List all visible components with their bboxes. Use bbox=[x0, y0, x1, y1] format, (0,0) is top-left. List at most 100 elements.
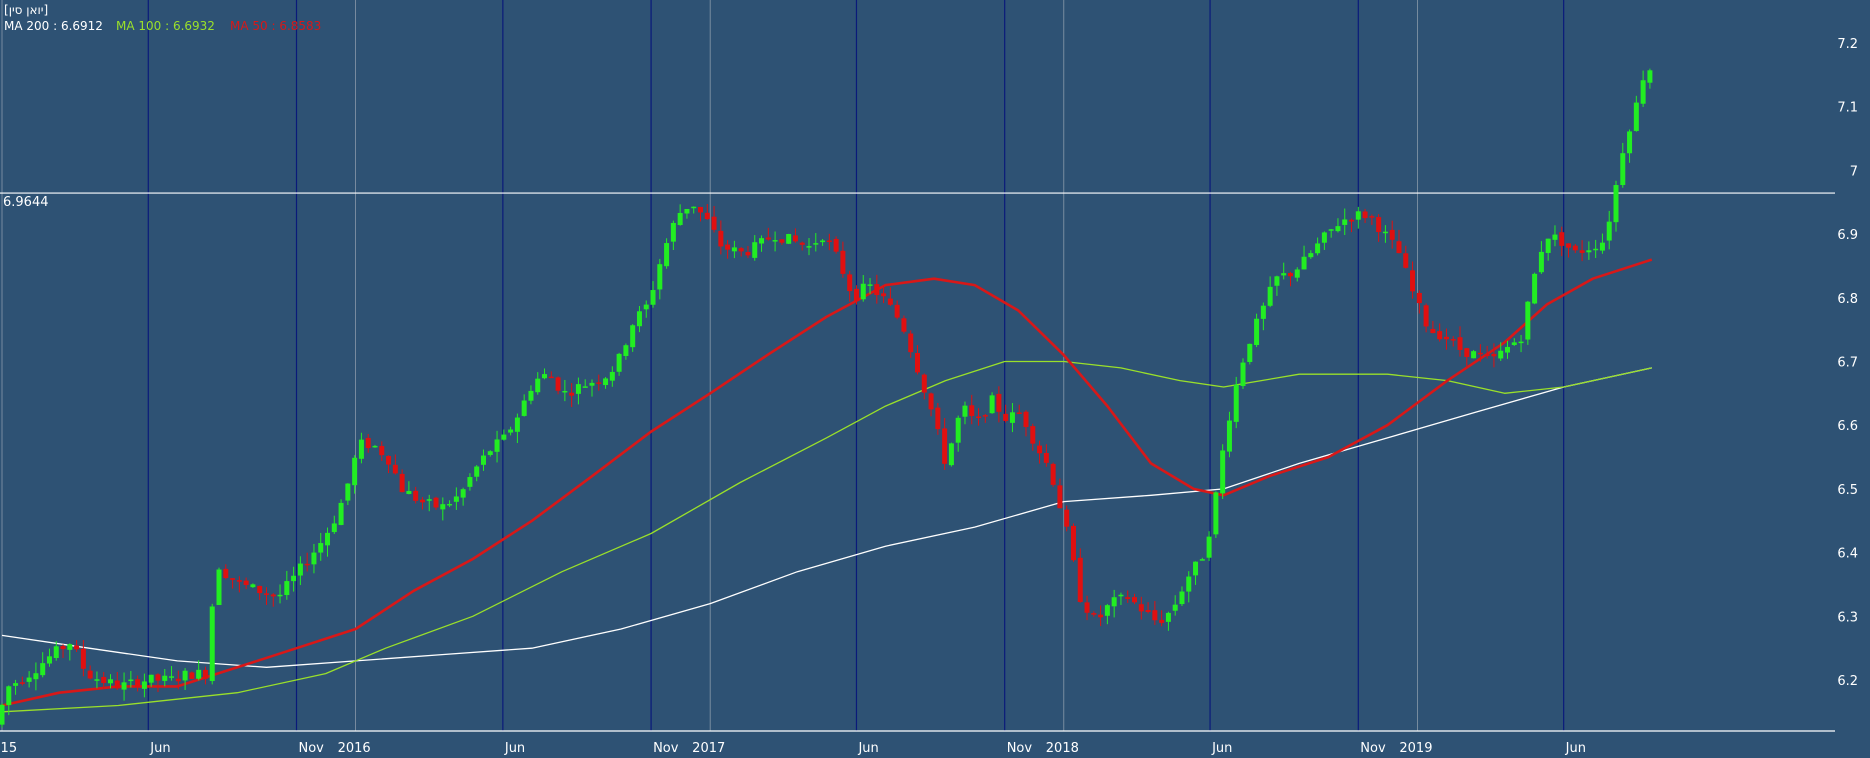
candle-body bbox=[847, 274, 853, 292]
candle-body bbox=[1023, 411, 1029, 427]
candle-body bbox=[1274, 276, 1280, 286]
candle-body bbox=[297, 563, 303, 576]
candle-body bbox=[759, 238, 765, 244]
candle-body bbox=[53, 646, 59, 659]
candle-body bbox=[1423, 305, 1429, 327]
candle-body bbox=[962, 405, 968, 417]
candle-body bbox=[1199, 559, 1205, 561]
candle-body bbox=[1111, 597, 1117, 607]
candle-body bbox=[1342, 219, 1348, 225]
ma50-line bbox=[1, 258, 1653, 707]
candle-body bbox=[1233, 384, 1239, 422]
candle-body bbox=[908, 333, 914, 353]
candle-body bbox=[1362, 211, 1368, 219]
candle-body bbox=[1579, 250, 1585, 253]
y-tick-label: 6.6 bbox=[1837, 419, 1858, 434]
candle-body bbox=[379, 445, 385, 456]
candle-body bbox=[1003, 413, 1009, 421]
candle-body bbox=[1403, 253, 1409, 268]
candle-body bbox=[881, 293, 887, 297]
candle-body bbox=[325, 532, 331, 546]
candle-body bbox=[982, 415, 988, 417]
y-tick-label: 6.4 bbox=[1837, 547, 1858, 562]
candle-body bbox=[1437, 331, 1443, 340]
candle-body bbox=[487, 451, 493, 455]
y-tick-label: 7.1 bbox=[1837, 101, 1858, 116]
candle-body bbox=[189, 672, 195, 679]
candle-body bbox=[338, 502, 344, 525]
candle-body bbox=[1308, 253, 1314, 258]
candle-body bbox=[697, 206, 703, 213]
candle-body bbox=[548, 376, 554, 379]
candle-body bbox=[33, 673, 39, 680]
candle-body bbox=[1620, 153, 1626, 186]
candle-body bbox=[1593, 248, 1599, 251]
x-tick-label: Nov bbox=[299, 741, 325, 756]
ma100-path bbox=[1, 360, 1652, 713]
candle-body bbox=[1287, 273, 1293, 277]
candle-body bbox=[1457, 337, 1463, 350]
candle-body bbox=[399, 473, 405, 493]
candle-body bbox=[243, 580, 249, 585]
candle-body bbox=[175, 678, 181, 682]
candle-body bbox=[440, 504, 446, 510]
candle-body bbox=[765, 237, 771, 240]
candle-body bbox=[989, 395, 995, 414]
candle-body bbox=[589, 382, 595, 386]
candle-body bbox=[128, 679, 134, 682]
candle-body bbox=[1104, 605, 1110, 616]
candle-body bbox=[108, 679, 114, 684]
candle-body bbox=[263, 593, 269, 595]
candle-body bbox=[1193, 561, 1199, 576]
x-tick-label: Jun bbox=[857, 741, 878, 756]
candle-body bbox=[609, 371, 615, 381]
candle-body bbox=[426, 499, 432, 501]
candle-body bbox=[894, 304, 900, 318]
candle-body bbox=[555, 377, 561, 391]
candle-body bbox=[542, 374, 548, 379]
candle-body bbox=[704, 212, 710, 220]
candle-body bbox=[270, 594, 276, 597]
ma50-path bbox=[1, 258, 1653, 707]
candle-body bbox=[1471, 351, 1477, 359]
candle-body bbox=[26, 677, 32, 682]
candle-body bbox=[691, 206, 697, 209]
candle-body bbox=[860, 283, 866, 300]
ma200-legend: MA 200 : 6.6912 bbox=[4, 19, 103, 33]
candle-body bbox=[1084, 602, 1090, 613]
candle-body bbox=[521, 400, 527, 416]
candle-body bbox=[853, 288, 859, 301]
candle-body bbox=[684, 208, 690, 214]
candle-body bbox=[67, 644, 73, 650]
candle-body bbox=[562, 390, 568, 393]
candle-body bbox=[623, 345, 629, 357]
candle-body bbox=[1138, 604, 1144, 612]
candle-body bbox=[1009, 412, 1015, 423]
candle-body bbox=[664, 243, 670, 267]
candle-body bbox=[1037, 445, 1043, 454]
candle-body bbox=[1640, 80, 1646, 104]
candle-body bbox=[1545, 238, 1551, 253]
candle-body bbox=[1159, 619, 1165, 623]
candle-body bbox=[406, 490, 412, 494]
candle-body bbox=[1538, 251, 1544, 273]
candle-body bbox=[1132, 597, 1138, 603]
x-tick-label: Jun bbox=[1211, 741, 1232, 756]
candle-body bbox=[202, 669, 208, 679]
candle-body bbox=[284, 581, 290, 596]
candle-body bbox=[1504, 346, 1510, 353]
candle-body bbox=[1498, 350, 1504, 359]
candle-body bbox=[969, 405, 975, 416]
candle-body bbox=[772, 240, 778, 242]
x-tick-label: Nov bbox=[1007, 741, 1033, 756]
candle-body bbox=[1606, 221, 1612, 241]
candle-body bbox=[806, 246, 812, 248]
resistance-line-label: 6.9644 bbox=[3, 195, 49, 210]
candle-body bbox=[1511, 342, 1517, 345]
candle-body bbox=[46, 656, 52, 664]
candle-body bbox=[596, 382, 602, 384]
x-tick-label: Jun bbox=[149, 741, 170, 756]
candle-body bbox=[514, 417, 520, 432]
